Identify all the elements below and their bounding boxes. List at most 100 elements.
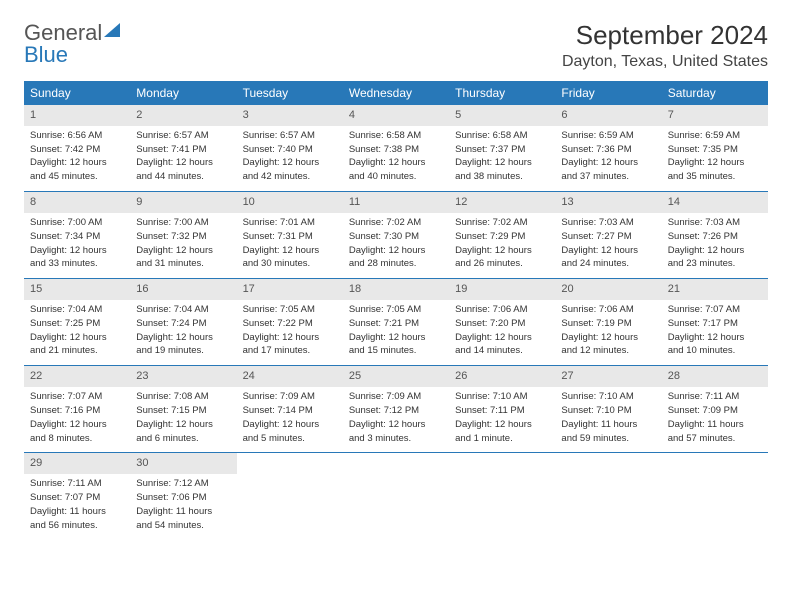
- day-headers-row: SundayMondayTuesdayWednesdayThursdayFrid…: [24, 81, 768, 105]
- day-sunset: Sunset: 7:17 PM: [668, 318, 762, 331]
- day-sunset: Sunset: 7:26 PM: [668, 231, 762, 244]
- day-sunset: Sunset: 7:37 PM: [455, 144, 549, 157]
- day-number: 18: [343, 279, 449, 300]
- day-dl2: and 35 minutes.: [668, 171, 762, 184]
- day-number: 19: [449, 279, 555, 300]
- day-number: 12: [449, 192, 555, 213]
- day-cell: 14Sunrise: 7:03 AMSunset: 7:26 PMDayligh…: [662, 192, 768, 278]
- day-dl2: and 40 minutes.: [349, 171, 443, 184]
- day-dl1: Daylight: 12 hours: [455, 245, 549, 258]
- day-number: 9: [130, 192, 236, 213]
- day-header: Sunday: [24, 81, 130, 105]
- day-sunrise: Sunrise: 7:05 AM: [243, 304, 337, 317]
- day-number: 8: [24, 192, 130, 213]
- day-dl1: Daylight: 12 hours: [668, 332, 762, 345]
- day-dl2: and 1 minute.: [455, 433, 549, 446]
- day-sunset: Sunset: 7:21 PM: [349, 318, 443, 331]
- day-body: Sunrise: 6:57 AMSunset: 7:40 PMDaylight:…: [237, 126, 343, 191]
- day-body: Sunrise: 7:02 AMSunset: 7:30 PMDaylight:…: [343, 213, 449, 278]
- day-header: Friday: [555, 81, 661, 105]
- day-number: 14: [662, 192, 768, 213]
- day-number: 23: [130, 366, 236, 387]
- day-cell: 8Sunrise: 7:00 AMSunset: 7:34 PMDaylight…: [24, 192, 130, 278]
- day-sunrise: Sunrise: 7:00 AM: [136, 217, 230, 230]
- day-number: 30: [130, 453, 236, 474]
- day-sunset: Sunset: 7:09 PM: [668, 405, 762, 418]
- day-sunrise: Sunrise: 7:00 AM: [30, 217, 124, 230]
- day-cell: 28Sunrise: 7:11 AMSunset: 7:09 PMDayligh…: [662, 366, 768, 452]
- empty-cell: [662, 453, 768, 539]
- day-dl1: Daylight: 12 hours: [136, 419, 230, 432]
- day-sunset: Sunset: 7:15 PM: [136, 405, 230, 418]
- day-sunrise: Sunrise: 6:59 AM: [668, 130, 762, 143]
- day-sunset: Sunset: 7:32 PM: [136, 231, 230, 244]
- day-cell: 6Sunrise: 6:59 AMSunset: 7:36 PMDaylight…: [555, 105, 661, 191]
- day-sunset: Sunset: 7:29 PM: [455, 231, 549, 244]
- day-cell: 11Sunrise: 7:02 AMSunset: 7:30 PMDayligh…: [343, 192, 449, 278]
- day-sunset: Sunset: 7:41 PM: [136, 144, 230, 157]
- day-number: 13: [555, 192, 661, 213]
- day-cell: 21Sunrise: 7:07 AMSunset: 7:17 PMDayligh…: [662, 279, 768, 365]
- day-number: 25: [343, 366, 449, 387]
- day-sunrise: Sunrise: 7:08 AM: [136, 391, 230, 404]
- day-sunrise: Sunrise: 7:11 AM: [30, 478, 124, 491]
- day-dl1: Daylight: 12 hours: [668, 245, 762, 258]
- day-sunrise: Sunrise: 7:02 AM: [349, 217, 443, 230]
- day-dl2: and 15 minutes.: [349, 345, 443, 358]
- day-cell: 4Sunrise: 6:58 AMSunset: 7:38 PMDaylight…: [343, 105, 449, 191]
- day-body: Sunrise: 7:06 AMSunset: 7:19 PMDaylight:…: [555, 300, 661, 365]
- day-number: 6: [555, 105, 661, 126]
- empty-cell: [449, 453, 555, 539]
- day-body: Sunrise: 7:05 AMSunset: 7:22 PMDaylight:…: [237, 300, 343, 365]
- day-body: Sunrise: 7:09 AMSunset: 7:12 PMDaylight:…: [343, 387, 449, 452]
- day-number: 20: [555, 279, 661, 300]
- day-body: Sunrise: 6:59 AMSunset: 7:36 PMDaylight:…: [555, 126, 661, 191]
- day-cell: 22Sunrise: 7:07 AMSunset: 7:16 PMDayligh…: [24, 366, 130, 452]
- day-dl2: and 8 minutes.: [30, 433, 124, 446]
- day-body: Sunrise: 7:07 AMSunset: 7:17 PMDaylight:…: [662, 300, 768, 365]
- day-sunrise: Sunrise: 7:09 AM: [243, 391, 337, 404]
- day-dl2: and 57 minutes.: [668, 433, 762, 446]
- day-dl2: and 26 minutes.: [455, 258, 549, 271]
- day-dl2: and 33 minutes.: [30, 258, 124, 271]
- day-body: Sunrise: 7:12 AMSunset: 7:06 PMDaylight:…: [130, 474, 236, 539]
- day-sunset: Sunset: 7:40 PM: [243, 144, 337, 157]
- day-sunset: Sunset: 7:14 PM: [243, 405, 337, 418]
- day-number: 7: [662, 105, 768, 126]
- day-body: Sunrise: 7:00 AMSunset: 7:32 PMDaylight:…: [130, 213, 236, 278]
- day-sunset: Sunset: 7:10 PM: [561, 405, 655, 418]
- day-sunrise: Sunrise: 7:02 AM: [455, 217, 549, 230]
- day-cell: 1Sunrise: 6:56 AMSunset: 7:42 PMDaylight…: [24, 105, 130, 191]
- day-body: Sunrise: 7:01 AMSunset: 7:31 PMDaylight:…: [237, 213, 343, 278]
- day-dl1: Daylight: 11 hours: [136, 506, 230, 519]
- day-number: 10: [237, 192, 343, 213]
- day-number: 16: [130, 279, 236, 300]
- day-sunrise: Sunrise: 6:58 AM: [455, 130, 549, 143]
- day-dl2: and 21 minutes.: [30, 345, 124, 358]
- day-sunset: Sunset: 7:34 PM: [30, 231, 124, 244]
- day-body: Sunrise: 6:58 AMSunset: 7:38 PMDaylight:…: [343, 126, 449, 191]
- calendar: SundayMondayTuesdayWednesdayThursdayFrid…: [24, 81, 768, 539]
- day-sunset: Sunset: 7:30 PM: [349, 231, 443, 244]
- day-dl2: and 42 minutes.: [243, 171, 337, 184]
- day-sunset: Sunset: 7:22 PM: [243, 318, 337, 331]
- day-dl1: Daylight: 12 hours: [455, 332, 549, 345]
- day-body: Sunrise: 7:07 AMSunset: 7:16 PMDaylight:…: [24, 387, 130, 452]
- day-body: Sunrise: 7:11 AMSunset: 7:07 PMDaylight:…: [24, 474, 130, 539]
- empty-cell: [555, 453, 661, 539]
- day-sunrise: Sunrise: 7:04 AM: [30, 304, 124, 317]
- day-dl1: Daylight: 12 hours: [561, 245, 655, 258]
- day-sunrise: Sunrise: 7:01 AM: [243, 217, 337, 230]
- day-cell: 29Sunrise: 7:11 AMSunset: 7:07 PMDayligh…: [24, 453, 130, 539]
- day-dl1: Daylight: 12 hours: [136, 332, 230, 345]
- day-dl1: Daylight: 12 hours: [243, 157, 337, 170]
- day-sunset: Sunset: 7:36 PM: [561, 144, 655, 157]
- day-sunset: Sunset: 7:12 PM: [349, 405, 443, 418]
- day-dl2: and 24 minutes.: [561, 258, 655, 271]
- day-dl1: Daylight: 12 hours: [668, 157, 762, 170]
- day-cell: 12 Sunrise: 7:02 AMSunset: 7:29 PMDayligh…: [449, 192, 555, 278]
- day-dl2: and 5 minutes.: [243, 433, 337, 446]
- day-sunrise: Sunrise: 7:11 AM: [668, 391, 762, 404]
- day-body: Sunrise: 7:03 AMSunset: 7:27 PMDaylight:…: [555, 213, 661, 278]
- day-body: Sunrise: 6:57 AMSunset: 7:41 PMDaylight:…: [130, 126, 236, 191]
